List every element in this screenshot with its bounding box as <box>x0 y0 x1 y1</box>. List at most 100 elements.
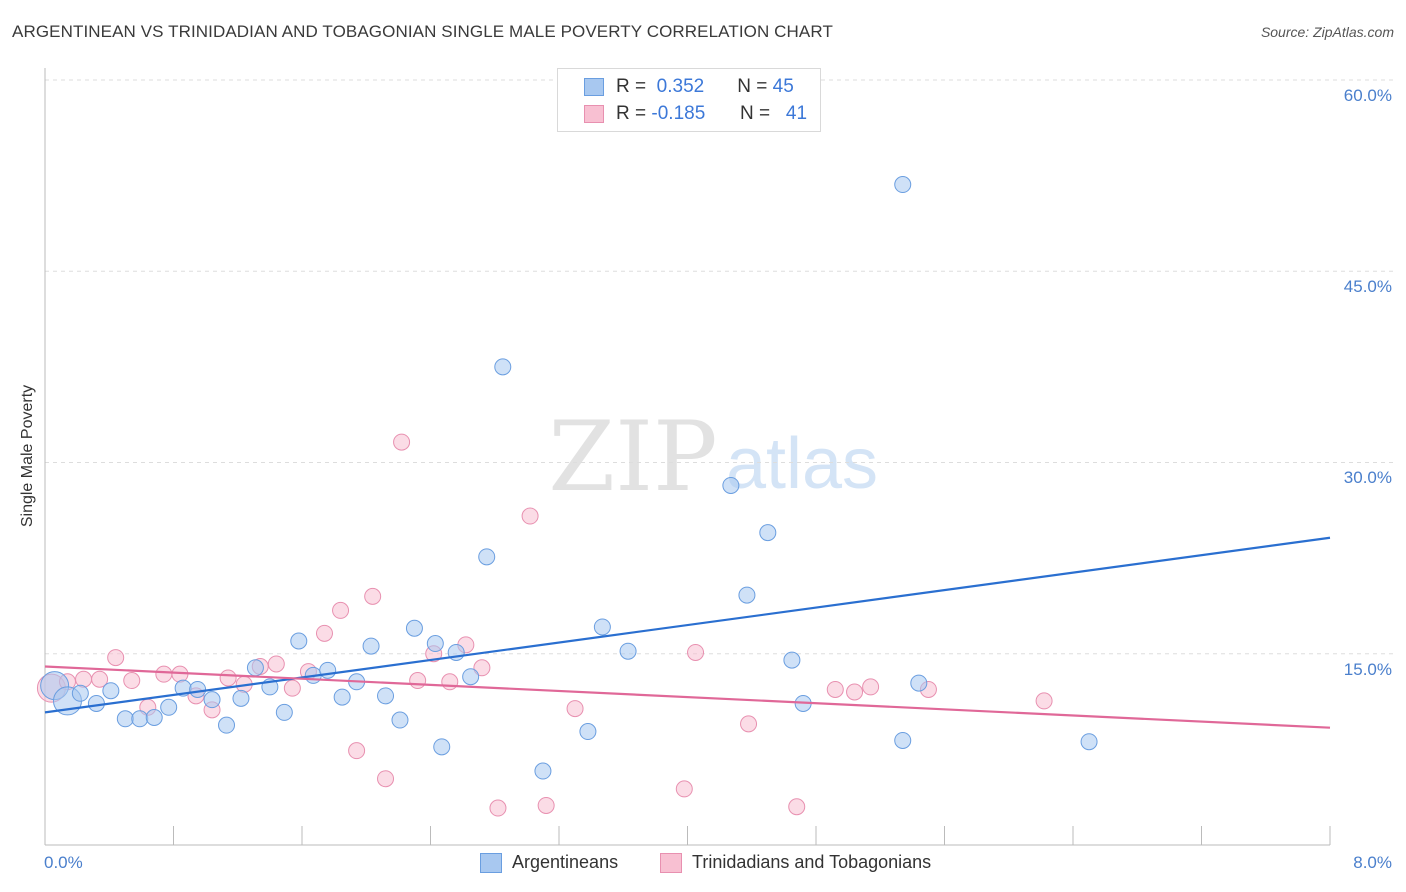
trinidadians-point <box>91 670 109 688</box>
argentineans-point <box>894 731 912 749</box>
legend-r-value: -0.185 <box>651 103 706 124</box>
legend-swatch-pink <box>584 105 604 123</box>
argentineans-point <box>433 738 451 756</box>
bottom-legend-trinidadians: Trinidadians and Tobagonians <box>660 852 931 873</box>
trinidadians-point <box>826 680 844 698</box>
trinidadians-point <box>441 673 459 691</box>
argentineans-point <box>738 586 756 604</box>
trinidadians-point <box>75 670 93 688</box>
argentineans-point <box>116 710 134 728</box>
trinidadians-point <box>219 669 237 687</box>
trinidadians-point <box>740 715 758 733</box>
argentineans-point <box>102 682 120 700</box>
argentineans-point <box>534 762 552 780</box>
source-label: Source: ZipAtlas.com <box>1260 24 1394 40</box>
trinidadians-trend-line <box>44 665 1331 729</box>
trinidadians-point <box>364 587 382 605</box>
bottom-legend-label: Trinidadians and Tobagonians <box>692 852 932 872</box>
bottom-legend-swatch-pink <box>660 852 682 873</box>
trinidadians-point <box>473 659 491 677</box>
argentineans-point <box>377 687 395 705</box>
legend-row-argentineans: R = 0.352 N = 45 <box>584 75 794 99</box>
trinidadians-point <box>267 655 285 673</box>
trinidadians-point <box>788 798 806 816</box>
trinidadians-point <box>862 678 880 696</box>
trinidadians-point <box>537 796 555 814</box>
legend-r-label: R = <box>616 103 647 124</box>
trinidadians-point <box>348 742 366 760</box>
argentineans-point <box>218 716 236 734</box>
argentineans-point <box>246 659 264 677</box>
zipatlas-watermark: ZIP atlas <box>548 401 878 513</box>
argentineans-point <box>478 548 496 566</box>
argentineans-point <box>894 176 912 194</box>
trinidadians-point <box>409 672 427 690</box>
argentineans-point <box>160 698 178 716</box>
legend-n-value: 45 <box>772 76 794 97</box>
argentineans-point <box>462 668 480 686</box>
legend-n-label: N = <box>739 103 771 124</box>
bottom-legend-argentineans: Argentineans <box>480 852 618 873</box>
legend-swatch-blue <box>584 78 604 96</box>
axes <box>44 68 1331 846</box>
argentineans-point <box>619 642 637 660</box>
argentineans-point <box>783 651 801 669</box>
correlation-legend: R = 0.352 N = 45 R = -0.185 N = 41 <box>557 68 821 132</box>
trinidadians-point <box>377 770 395 788</box>
legend-n-label: N = <box>737 76 768 97</box>
chart-title: ARGENTINEAN VS TRINIDADIAN AND TOBAGONIA… <box>12 22 833 41</box>
watermark-atlas: atlas <box>726 424 878 504</box>
argentineans-point <box>87 694 105 712</box>
argentineans-point <box>319 661 337 679</box>
trinidadians-point <box>155 665 173 683</box>
trinidadians-point <box>393 433 411 451</box>
argentineans-point <box>759 524 777 542</box>
argentineans-point <box>405 619 423 637</box>
trend-lines <box>44 536 1331 729</box>
x-tick-label-min: 0.0% <box>44 853 83 872</box>
legend-r-label: R = <box>616 76 647 97</box>
argentineans-point <box>494 358 512 376</box>
legend-r-value: 0.352 <box>656 76 705 97</box>
series-trinidadians-points <box>36 433 1053 817</box>
trinidadians-point <box>332 601 350 619</box>
argentineans-point <box>426 635 444 653</box>
argentineans-point <box>275 703 293 721</box>
argentineans-point <box>722 476 740 494</box>
trinidadians-point <box>521 507 539 525</box>
trinidadians-point <box>123 672 141 690</box>
trinidadians-point <box>687 643 705 661</box>
trinidadians-point <box>283 679 301 697</box>
y-tick-label: 15.0% <box>1343 660 1392 679</box>
argentineans-point <box>290 632 308 650</box>
argentineans-point <box>593 618 611 636</box>
argentineans-point <box>232 689 250 707</box>
trinidadians-point <box>675 780 693 798</box>
argentineans-point <box>131 710 149 728</box>
argentineans-point <box>71 684 89 702</box>
trinidadians-point <box>846 683 864 701</box>
watermark-zip: ZIP <box>548 401 717 513</box>
grid-lines <box>45 79 1395 655</box>
argentineans-point <box>579 723 597 741</box>
argentineans-point <box>362 637 380 655</box>
y-tick-label: 30.0% <box>1343 468 1392 487</box>
argentineans-point <box>1080 733 1098 751</box>
argentineans-point <box>333 688 351 706</box>
x-tick-label-max: 8.0% <box>1353 853 1392 872</box>
trinidadians-point <box>1035 692 1053 710</box>
argentineans-point <box>189 680 207 698</box>
argentineans-point <box>203 691 221 709</box>
bottom-legend-label: Argentineans <box>512 852 619 872</box>
legend-row-trinidadians: R = -0.185 N = 41 <box>584 102 807 126</box>
argentineans-point <box>145 709 163 726</box>
trinidadians-point <box>489 799 507 817</box>
y-tick-label: 60.0% <box>1343 86 1392 105</box>
trinidadians-point <box>566 700 584 718</box>
legend-n-value: 41 <box>785 103 808 124</box>
argentineans-trend-line <box>44 536 1331 714</box>
trinidadians-point <box>315 624 333 642</box>
argentineans-point <box>391 711 409 729</box>
argentineans-point <box>910 674 928 692</box>
